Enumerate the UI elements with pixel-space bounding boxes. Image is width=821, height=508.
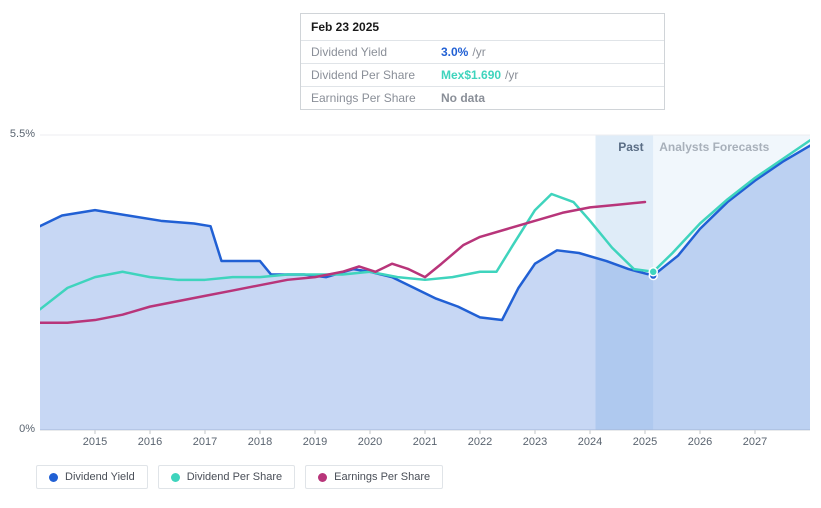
legend-label: Dividend Yield	[65, 471, 135, 483]
point-tooltip: Feb 23 2025 Dividend Yield3.0%/yrDividen…	[300, 13, 665, 110]
x-axis-tick-label: 2024	[578, 436, 602, 448]
legend-label: Dividend Per Share	[187, 471, 282, 483]
chart-legend: Dividend Yield Dividend Per Share Earnings…	[36, 465, 443, 489]
x-axis-tick-label: 2020	[358, 436, 382, 448]
x-axis-tick-label: 2021	[413, 436, 437, 448]
tooltip-metric-value: No data	[441, 91, 485, 105]
legend-color-dot	[318, 473, 327, 482]
forecast-region-label: Analysts Forecasts	[659, 140, 769, 154]
legend-item[interactable]: Dividend Yield	[36, 465, 148, 489]
tooltip-row: Earnings Per ShareNo data	[301, 87, 664, 109]
y-axis-tick-label: 5.5%	[10, 128, 35, 140]
tooltip-metric-suffix: /yr	[505, 68, 518, 82]
tooltip-metric-value: 3.0%	[441, 45, 468, 59]
tooltip-metric-value: Mex$1.690	[441, 68, 501, 82]
x-axis-tick-label: 2019	[303, 436, 327, 448]
legend-color-dot	[49, 473, 58, 482]
x-axis-tick-label: 2025	[633, 436, 657, 448]
x-axis-tick-label: 2027	[743, 436, 767, 448]
tooltip-metric-label: Dividend Per Share	[311, 68, 441, 82]
y-axis-tick-label: 0%	[19, 423, 35, 435]
x-axis-tick-label: 2026	[688, 436, 712, 448]
tooltip-metric-suffix: /yr	[472, 45, 485, 59]
tooltip-row: Dividend Per ShareMex$1.690/yr	[301, 64, 664, 87]
x-axis-tick-label: 2017	[193, 436, 217, 448]
legend-label: Earnings Per Share	[334, 471, 430, 483]
tooltip-metric-label: Dividend Yield	[311, 45, 441, 59]
x-axis-tick-label: 2015	[83, 436, 107, 448]
tooltip-row: Dividend Yield3.0% /yr	[301, 41, 664, 64]
tooltip-metric-label: Earnings Per Share	[311, 91, 441, 105]
x-axis-tick-label: 2023	[523, 436, 547, 448]
x-axis-tick-label: 2022	[468, 436, 492, 448]
tooltip-date: Feb 23 2025	[301, 14, 664, 41]
x-axis-tick-label: 2018	[248, 436, 272, 448]
legend-color-dot	[171, 473, 180, 482]
legend-item[interactable]: Earnings Per Share	[305, 465, 443, 489]
legend-item[interactable]: Dividend Per Share	[158, 465, 295, 489]
past-region-label: Past	[618, 140, 643, 154]
x-axis-tick-label: 2016	[138, 436, 162, 448]
